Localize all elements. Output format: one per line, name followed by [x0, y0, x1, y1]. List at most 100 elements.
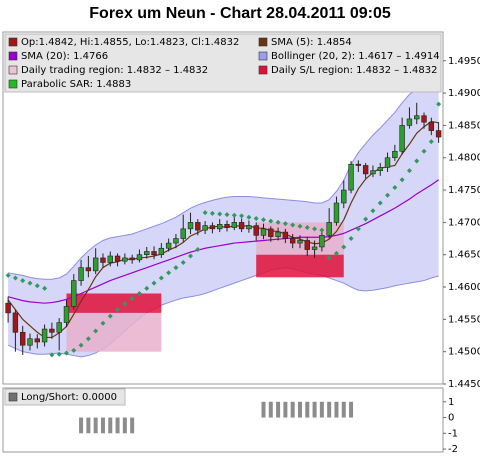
- candle-body: [180, 228, 186, 239]
- legend-label: SMA (5): 1.4854: [271, 37, 352, 48]
- y-tick-label: 1.4550: [448, 314, 480, 325]
- sar-dot: [231, 212, 237, 218]
- chart-title: Forex um Neun - Chart 28.04.2011 09:05: [89, 5, 391, 22]
- legend-swatch: [8, 37, 18, 47]
- candle-body: [348, 163, 354, 191]
- bar: [334, 401, 339, 418]
- bar: [305, 401, 310, 418]
- y-tick-label: 1.4750: [448, 185, 480, 196]
- bar: [276, 401, 281, 418]
- candle-body: [78, 267, 84, 281]
- sar-dot: [319, 227, 325, 233]
- candle-body: [5, 302, 11, 314]
- sar-dot: [173, 265, 179, 271]
- indicator-line: [7, 179, 439, 304]
- y-tick-label: -2: [448, 444, 458, 455]
- sar-dot: [406, 168, 412, 174]
- y-tick-label: 1: [448, 397, 454, 408]
- candle-body: [85, 267, 92, 272]
- sar-dot: [239, 213, 245, 219]
- legend-swatch: [258, 51, 268, 61]
- legend: [4, 33, 442, 93]
- sar-dot: [363, 216, 369, 222]
- bar: [93, 417, 98, 434]
- legend-swatch: [8, 51, 18, 61]
- candle-body: [304, 240, 310, 250]
- candle-body: [268, 228, 274, 237]
- sar-dot: [85, 336, 91, 342]
- bar: [341, 401, 346, 418]
- bar: [100, 417, 105, 434]
- candle-body: [289, 238, 296, 244]
- sar-dot: [246, 214, 252, 220]
- bar: [312, 401, 317, 418]
- candle-body: [49, 328, 55, 333]
- region: [256, 254, 344, 278]
- sar-dot: [49, 352, 55, 358]
- sar-dot: [392, 184, 398, 190]
- sar-dot: [166, 270, 172, 276]
- sar-dot: [333, 250, 339, 256]
- candle-body: [392, 150, 398, 159]
- bar: [290, 401, 295, 418]
- candle-body: [129, 257, 135, 261]
- candle-body: [428, 121, 435, 131]
- sar-dot: [275, 219, 281, 225]
- candle-body: [406, 118, 413, 126]
- sar-dot: [144, 285, 150, 291]
- y-tick-label: 1.4650: [448, 250, 480, 261]
- candle-body: [297, 240, 303, 244]
- candle-body: [114, 255, 121, 262]
- sar-dot: [158, 275, 164, 281]
- y-tick-label: 1.4700: [448, 217, 480, 228]
- sar-dot: [180, 259, 186, 265]
- sar-dot: [34, 283, 40, 289]
- candle-body: [238, 222, 245, 230]
- sar-dot: [100, 320, 106, 326]
- sar-dot: [188, 253, 194, 259]
- region: [66, 293, 162, 313]
- legend-swatch: [8, 79, 18, 89]
- candle-body: [246, 225, 252, 230]
- candle-body: [71, 280, 77, 307]
- sar-dot: [107, 313, 113, 319]
- sar-dot: [348, 236, 354, 242]
- candle-body: [253, 225, 259, 236]
- candle-body: [224, 224, 230, 228]
- candle-body: [12, 312, 19, 333]
- sar-dot: [326, 255, 332, 261]
- y-tick-label: 1.4900: [448, 88, 480, 99]
- sar-dot: [56, 351, 62, 357]
- candle-body: [122, 257, 128, 262]
- bar: [261, 401, 266, 418]
- candle-body: [399, 125, 405, 152]
- legend: [4, 388, 126, 406]
- candle-body: [158, 247, 165, 256]
- bar: [115, 417, 120, 434]
- sar-dot: [209, 210, 215, 216]
- y-tick-label: -1: [448, 428, 458, 439]
- candle-body: [421, 115, 427, 123]
- sar-dot: [385, 192, 391, 198]
- candle-body: [202, 225, 208, 231]
- sar-dot: [122, 301, 128, 307]
- legend-label: Bollinger (20, 2): 1.4617 – 1.4914: [271, 51, 440, 62]
- y-tick-label: 1.4950: [448, 56, 480, 67]
- candle-body: [362, 165, 369, 175]
- candle-body: [41, 328, 48, 343]
- candle-body: [217, 224, 223, 230]
- candle-body: [384, 157, 391, 168]
- candle-body: [34, 338, 40, 343]
- sar-dot: [78, 342, 84, 348]
- sar-dot: [217, 211, 223, 217]
- sar-dot: [282, 221, 288, 227]
- candle-body: [107, 255, 113, 263]
- candle-body: [311, 246, 318, 250]
- candle-body: [435, 130, 442, 138]
- legend-label: Parabolic SAR: 1.4883: [21, 79, 131, 90]
- sar-dot: [93, 328, 99, 334]
- candle-body: [151, 251, 157, 256]
- legend-swatch: [258, 65, 268, 75]
- candle-body: [370, 170, 376, 175]
